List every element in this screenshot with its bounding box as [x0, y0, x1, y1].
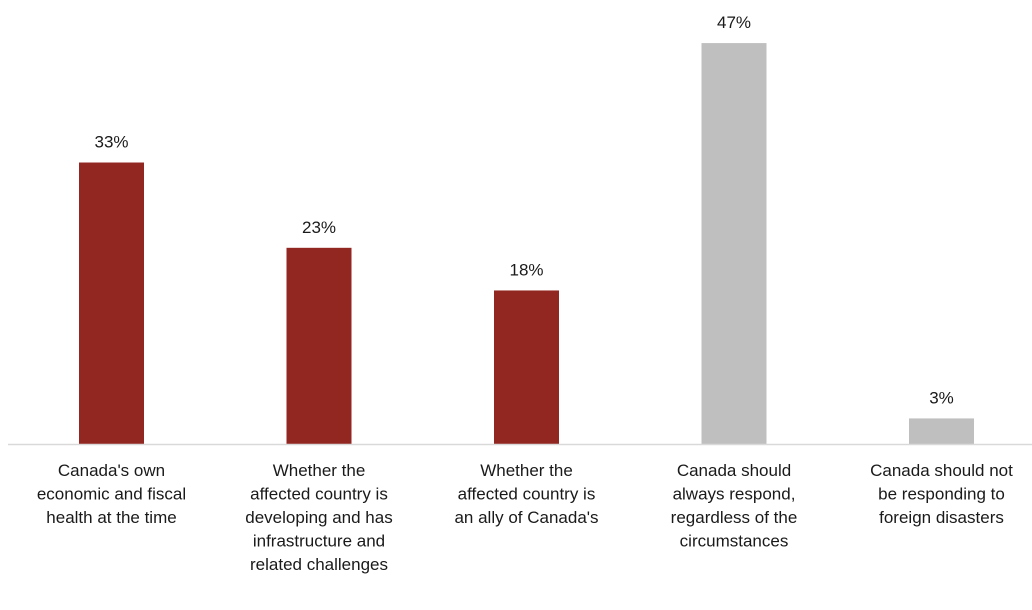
category-label-3-line-2: affected country is	[458, 485, 596, 504]
value-labels-layer: 33% 23% 18% 47% 3%	[94, 13, 953, 407]
category-label-2-line-3: developing and has	[245, 508, 392, 527]
category-label-3-line-1: Whether the	[480, 461, 573, 480]
value-label-5: 3%	[929, 388, 954, 407]
category-label-3-line-3: an ally of Canada's	[454, 508, 598, 527]
category-label-1-line-1: Canada's own	[58, 461, 165, 480]
bars-layer	[79, 43, 974, 445]
category-label-4-line-4: circumstances	[680, 532, 789, 551]
category-label-2-line-4: infrastructure and	[253, 532, 385, 551]
category-label-1: Canada's own economic and fiscal health at…	[37, 461, 186, 527]
category-label-3: Whether the affected country is an ally of…	[454, 461, 598, 527]
category-label-4-line-2: always respond,	[673, 485, 796, 504]
category-label-5: Canada should not be responding to foreign…	[870, 461, 1013, 527]
category-label-4-line-3: regardless of the	[671, 508, 798, 527]
category-label-4: Canada should always respond, regardless o…	[671, 461, 798, 551]
bar-5	[909, 418, 974, 444]
bar-1	[79, 162, 144, 444]
category-label-4-line-1: Canada should	[677, 461, 791, 480]
category-label-1-line-2: economic and fiscal	[37, 485, 186, 504]
category-label-5-line-3: foreign disasters	[879, 508, 1004, 527]
category-label-2: Whether the affected country is developing…	[245, 461, 392, 574]
value-label-3: 18%	[509, 260, 543, 279]
value-label-1: 33%	[94, 133, 128, 152]
category-label-5-line-1: Canada should not	[870, 461, 1013, 480]
category-labels-layer: Canada's own economic and fiscal health at…	[37, 461, 1013, 574]
category-label-1-line-3: health at the time	[46, 508, 176, 527]
value-label-2: 23%	[302, 218, 336, 237]
bar-3	[494, 290, 559, 444]
bar-4	[701, 43, 767, 445]
category-label-2-line-5: related challenges	[250, 555, 388, 574]
bar-2	[286, 247, 352, 444]
category-label-2-line-2: affected country is	[250, 485, 388, 504]
category-label-5-line-2: be responding to	[878, 485, 1005, 504]
category-label-2-line-1: Whether the	[273, 461, 366, 480]
value-label-4: 47%	[717, 13, 751, 32]
